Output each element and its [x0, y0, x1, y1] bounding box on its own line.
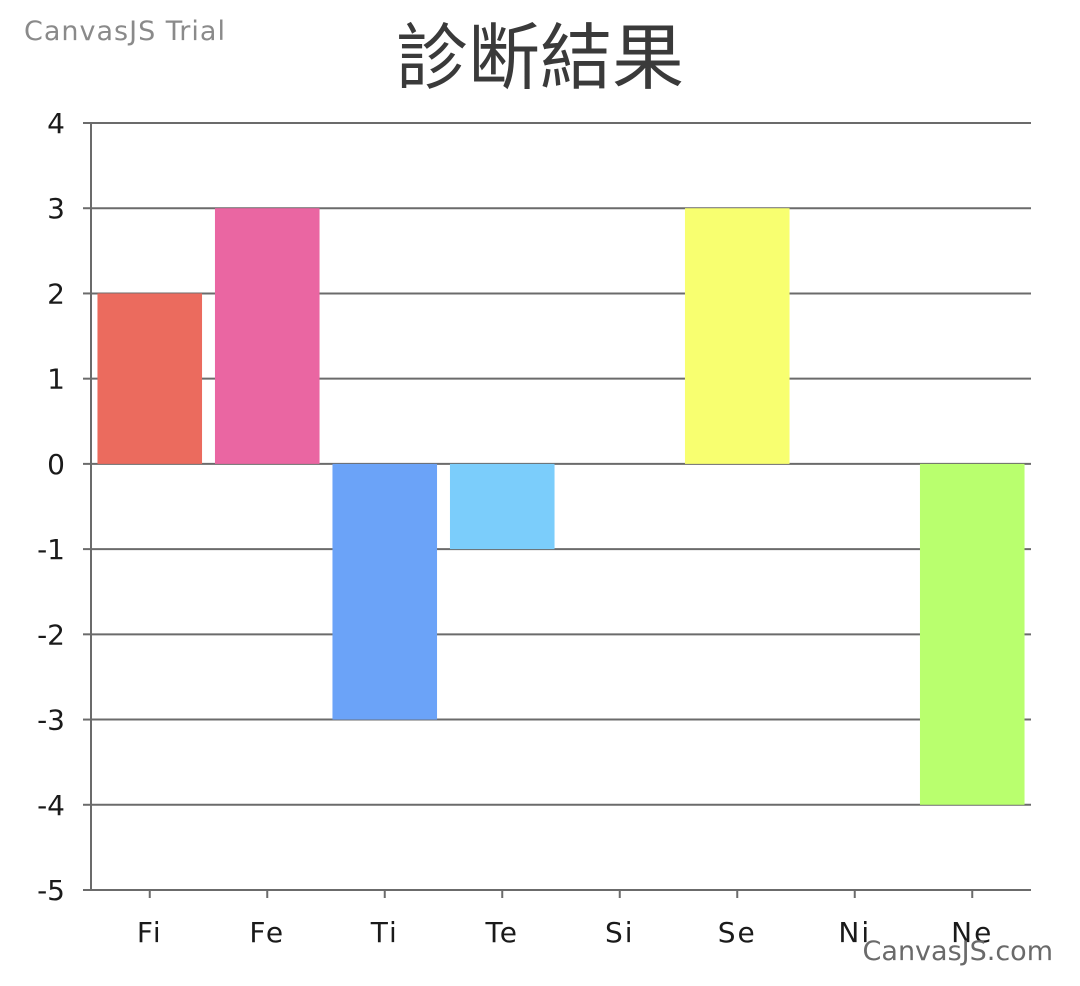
bar-ne[interactable] — [919, 463, 1025, 805]
y-tick-label: 2 — [47, 277, 65, 310]
y-tick-label: -3 — [37, 704, 65, 737]
y-tick-label: 3 — [47, 192, 65, 225]
y-tick-label: 4 — [47, 107, 65, 140]
bar-fe[interactable] — [214, 208, 320, 464]
bar-ti[interactable] — [332, 463, 438, 720]
y-tick-label: -4 — [37, 789, 65, 822]
x-tick-label: Fi — [137, 916, 163, 949]
axes — [83, 122, 1031, 898]
y-tick-labels: 4 3 2 1 0 -1 -2 -3 -4 -5 — [37, 107, 65, 907]
x-tick-label: Te — [484, 916, 519, 949]
y-tick-label: -1 — [37, 533, 65, 566]
y-tick-label: 1 — [47, 363, 65, 396]
bar-se[interactable] — [684, 208, 790, 464]
x-tick-label: Fe — [249, 916, 285, 949]
x-tick-label: Ne — [951, 916, 993, 949]
chart-title: 診断結果 — [395, 16, 684, 100]
bar-te[interactable] — [449, 463, 555, 550]
y-tick-label: 0 — [47, 448, 65, 481]
x-tick-label: Ti — [370, 916, 399, 949]
x-tick-label: Ni — [838, 916, 871, 949]
x-tick-labels: Fi Fe Ti Te Si Se Ni Ne — [137, 916, 993, 949]
y-tick-label: -5 — [37, 874, 65, 907]
x-tick-label: Se — [718, 916, 757, 949]
bar-fi[interactable] — [97, 293, 203, 464]
trial-watermark: CanvasJS Trial — [24, 16, 226, 47]
x-tick-label: Si — [605, 916, 635, 949]
y-tick-label: -2 — [37, 618, 65, 651]
credit-watermark: CanvasJS.com — [862, 936, 1053, 967]
bars — [97, 208, 1025, 805]
